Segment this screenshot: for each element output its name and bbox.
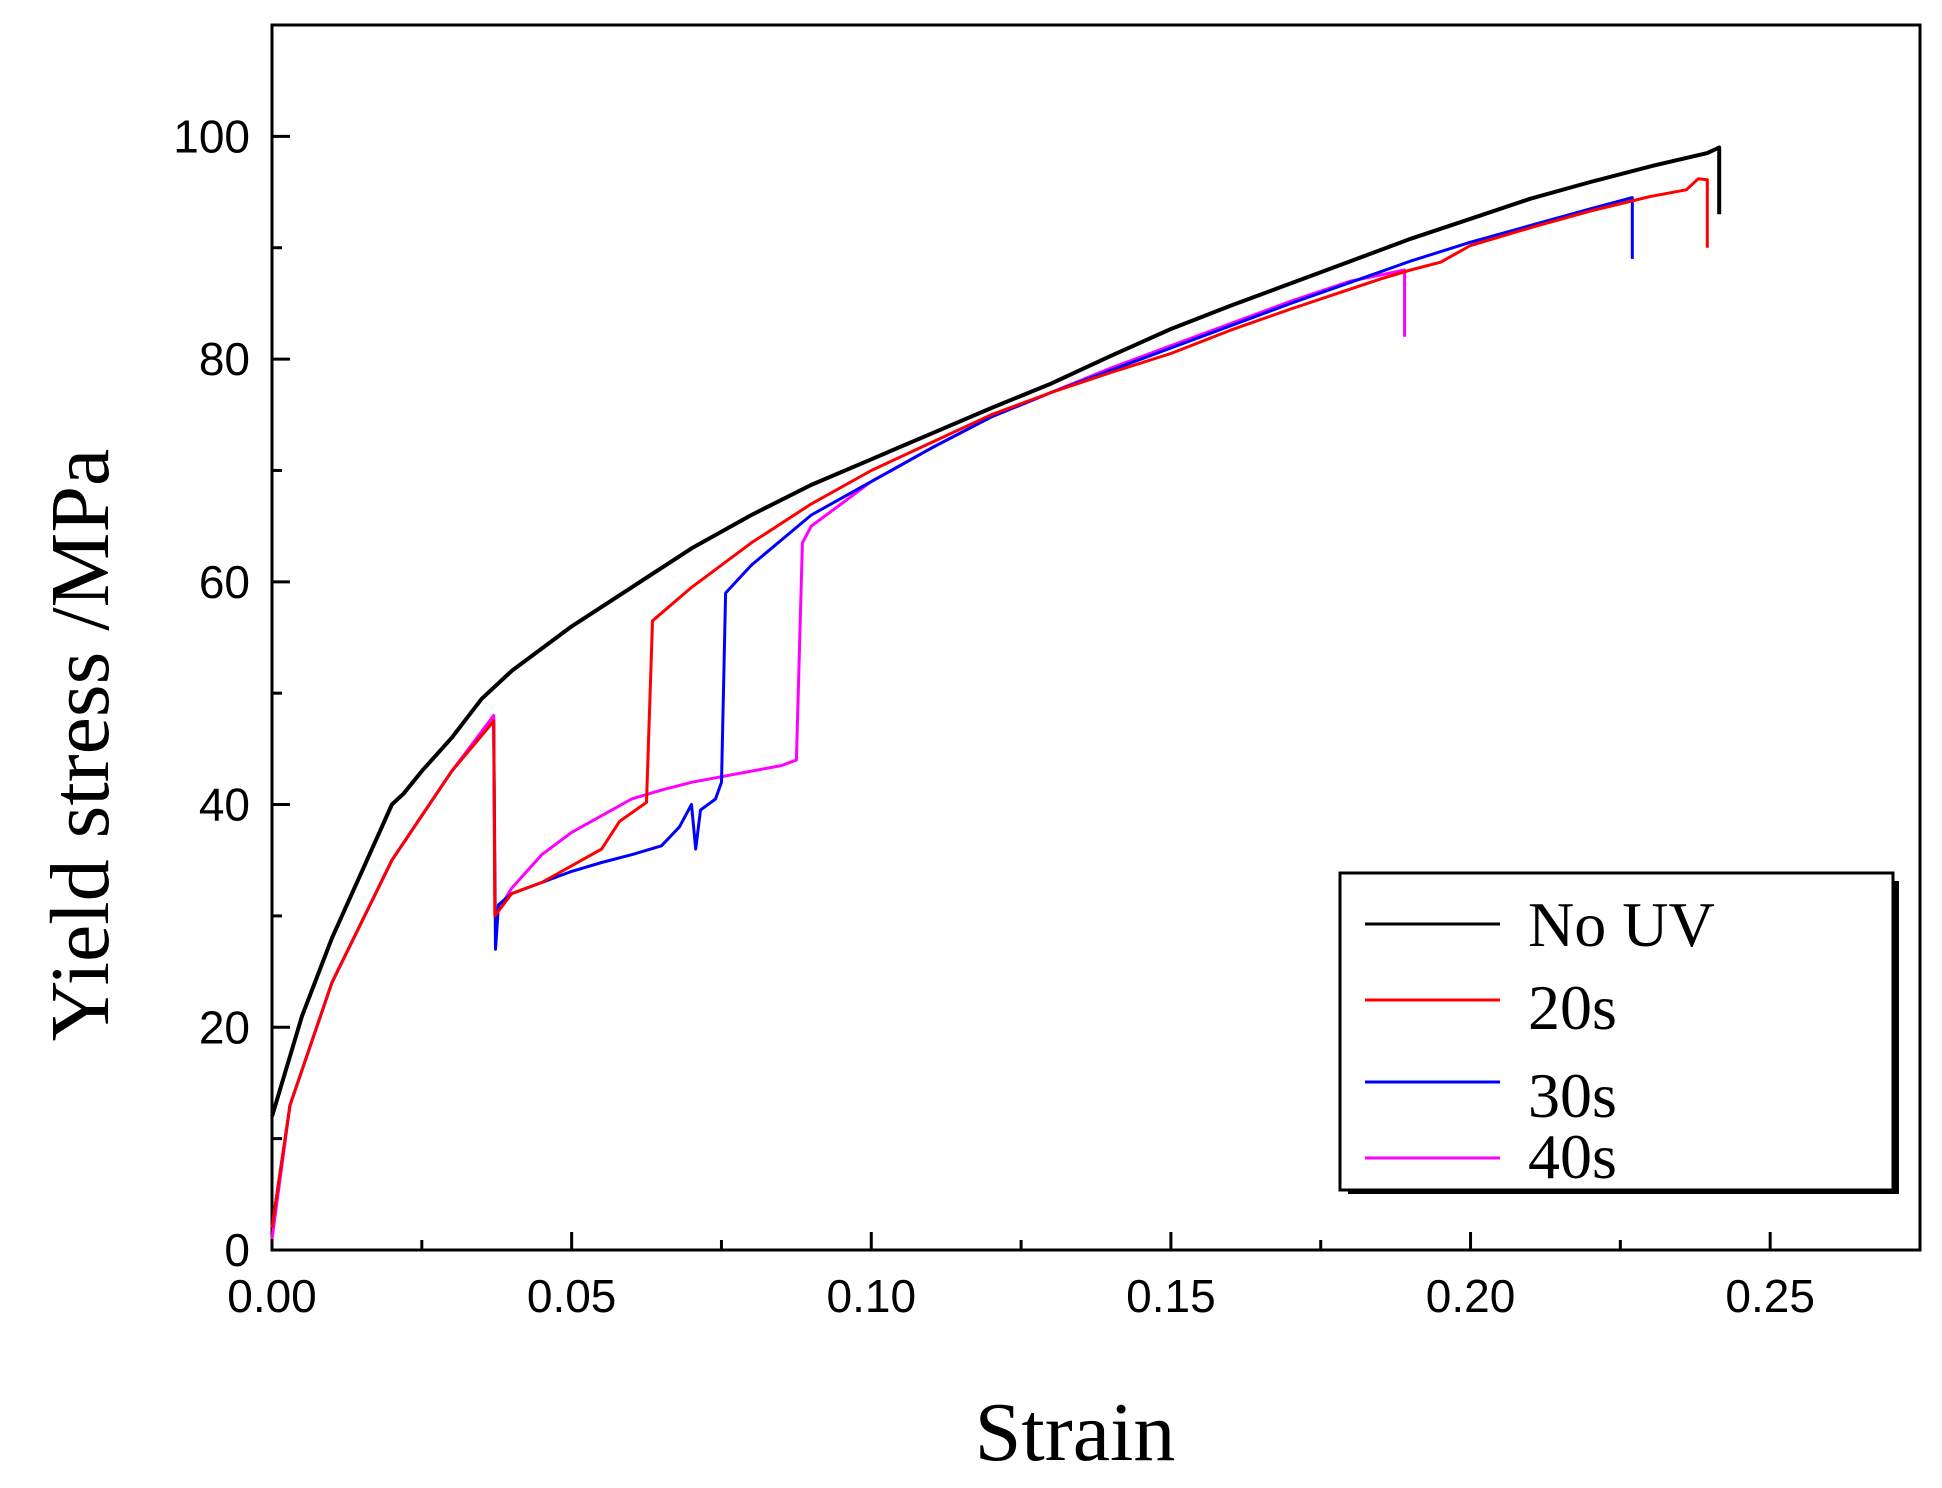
legend: No UV 20s 30s 40s [1338,871,1899,1194]
series-layer [270,145,1722,1240]
series-line-20s [270,177,1709,1228]
x-tick-label: 0.10 [827,1270,917,1322]
plot-frame [270,23,1922,1252]
x-tick-label: 0.15 [1126,1270,1216,1322]
series-line-40s [270,268,1407,1240]
y-tick-label: 100 [173,110,250,162]
x-tick-label: 0.05 [527,1270,617,1322]
y-tick-label: 20 [199,1001,250,1053]
legend-label-20s: 20s [1528,972,1617,1043]
x-axis-title: Strain [975,1386,1176,1479]
x-tick-label: 0.20 [1426,1270,1516,1322]
x-axis-ticks: 0.00 0.05 0.10 0.15 0.20 0.25 [227,1232,1815,1322]
series-line-30s [270,196,1634,1228]
y-axis-ticks: 0 20 40 60 80 100 [173,110,290,1276]
y-tick-label: 40 [199,779,250,831]
y-tick-label: 60 [199,556,250,608]
y-tick-label: 0 [224,1224,250,1276]
legend-box [1338,871,1895,1192]
legend-label-no-uv: No UV [1528,889,1715,960]
legend-label-40s: 40s [1528,1121,1617,1192]
legend-label-30s: 30s [1528,1060,1617,1131]
series-line-no-uv [270,145,1722,1117]
y-axis-title: Yield stress /MPa [34,449,127,1042]
x-tick-label: 0.25 [1725,1270,1815,1322]
y-tick-label: 80 [199,333,250,385]
x-tick-label: 0.00 [227,1270,317,1322]
